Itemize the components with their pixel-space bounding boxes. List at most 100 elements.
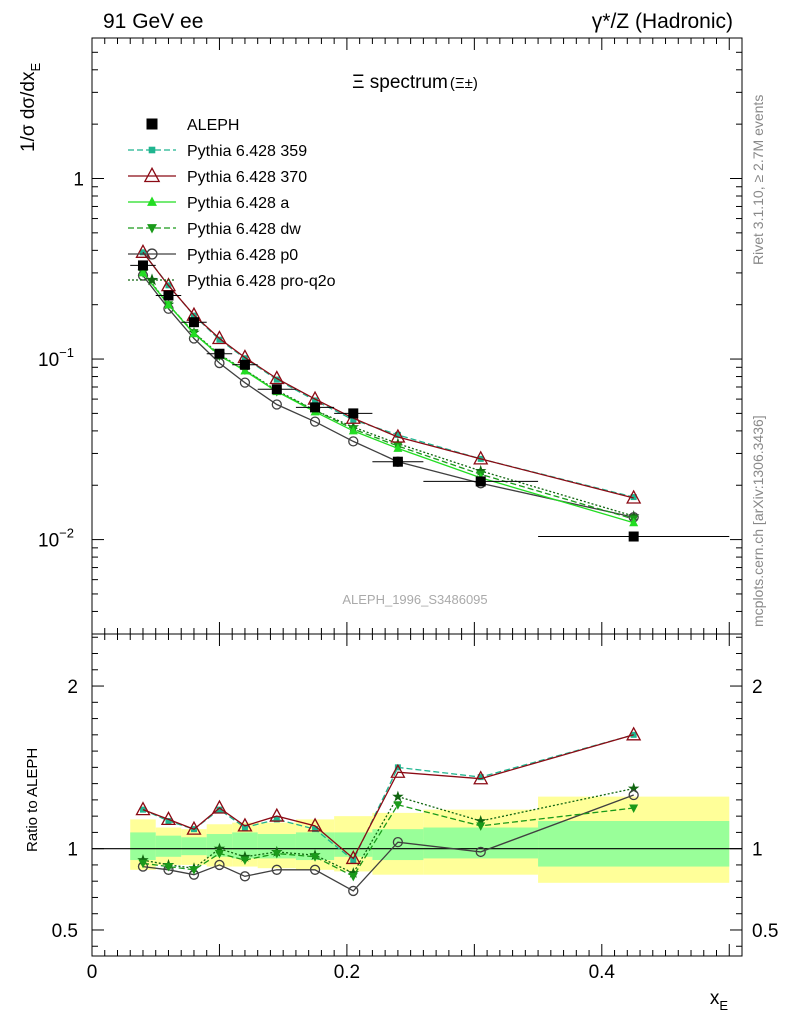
data-point: [628, 510, 640, 521]
ratio-band-inner: [334, 832, 373, 857]
legend-label-6: Pythia 6.428 pro-q2o: [187, 273, 336, 290]
ratio-point: [163, 863, 173, 872]
legend-marker-2: [143, 166, 161, 183]
ratio-point: [628, 789, 639, 801]
data-point: [240, 365, 250, 375]
data-point: [626, 489, 642, 504]
y-tick-label: 10−2: [38, 526, 74, 552]
ratio-point: [476, 822, 486, 831]
ratio-y-tick-label-right: 1: [752, 840, 763, 861]
data-point: [348, 436, 359, 447]
ratio-point: [241, 824, 248, 831]
ratio-band-inner: [181, 837, 207, 856]
legend-label-0: ALEPH: [187, 117, 239, 134]
main-panel: 1 10−1 10−2 Ξ spectrum (Ξ±) ALEPH_1996_S348…: [18, 37, 743, 635]
legend-marker-4: [147, 224, 157, 234]
x-tick-label: 0: [87, 962, 98, 983]
data-point: [189, 328, 199, 338]
ratio-point: [477, 774, 484, 781]
legend-label-3: Pythia 6.428 a: [187, 195, 289, 212]
data-point: [239, 359, 250, 370]
ratio-point: [473, 770, 489, 785]
ratio-point: [271, 864, 282, 875]
ratio-point: [475, 846, 486, 858]
header-right-title: γ*/Z (Hadronic): [592, 10, 733, 33]
ratio-point: [135, 801, 151, 816]
ratio-plot-frame: [91, 633, 743, 957]
ratio-point: [310, 853, 320, 862]
series-line-4: [142, 272, 634, 520]
ratio-point: [272, 850, 282, 859]
ratio-point: [160, 811, 177, 826]
data-point: [394, 431, 401, 438]
data-point: [390, 428, 406, 443]
data-point: [216, 336, 223, 343]
data-point: [348, 408, 359, 419]
ratio-point: [392, 790, 404, 802]
data-point: [309, 416, 321, 427]
ratio-point: [475, 815, 487, 826]
ratio-point: [348, 885, 359, 897]
series-line-5: [142, 275, 634, 518]
ratio-y-tick-label: 2: [67, 677, 78, 698]
main-y-axis-label-sub: E: [28, 63, 43, 72]
data-point: [214, 348, 225, 359]
legend-label-2: Pythia 6.428 370: [187, 169, 307, 186]
data-point: [310, 402, 321, 413]
ratio-line-1: [142, 734, 634, 860]
ratio-point: [345, 850, 361, 865]
data-point: [475, 464, 487, 476]
ratio-point: [350, 857, 357, 864]
data-point: [348, 425, 358, 435]
data-point: [475, 476, 486, 487]
main-title-suffix: (Ξ±): [450, 75, 478, 92]
header-left-title: 91 GeV ee: [103, 10, 203, 33]
ratio-band-inner: [155, 835, 182, 857]
ratio-point: [189, 866, 199, 875]
ratio-y-tick-label-right: 0.5: [752, 921, 778, 942]
data-point: [211, 330, 228, 345]
ratio-point: [629, 804, 639, 814]
ratio-point: [165, 818, 172, 825]
ratio-band-inner: [423, 827, 539, 859]
ratio-point: [214, 859, 225, 871]
data-point: [269, 370, 285, 385]
series-line-3: [142, 272, 634, 524]
data-point: [137, 260, 148, 271]
ratio-panel: 2 2 1 1 0.5 0.5 0 0.2 0.4 Ratio to ALEPH xE: [24, 633, 778, 1013]
legend: ALEPH Pythia 6.428 359 Pythia 6.428 370 Pyt…: [128, 117, 336, 290]
ratio-point: [626, 726, 642, 741]
data-point: [273, 376, 280, 383]
ratio-point: [628, 782, 640, 794]
ratio-point: [307, 817, 323, 832]
legend-marker-5: [146, 248, 158, 260]
ratio-point: [237, 817, 253, 832]
ratio-point: [269, 807, 285, 822]
ratio-point: [186, 820, 202, 835]
series-line-2: [142, 251, 634, 499]
x-tick-label: 0.4: [589, 962, 616, 983]
data-point: [629, 517, 639, 527]
x-axis-label-sub: E: [719, 998, 728, 1013]
legend-marker-0: [146, 118, 158, 130]
x-axis-label: xE: [710, 988, 729, 1013]
legend-marker-1: [148, 146, 156, 154]
ratio-point: [138, 859, 148, 869]
legend-marker-6: [145, 273, 159, 286]
legend-marker-3: [147, 196, 157, 206]
ratio-point: [139, 806, 146, 813]
ratio-point: [216, 806, 223, 813]
ratio-y-tick-label: 0.5: [52, 921, 78, 942]
data-point: [393, 443, 403, 452]
ratio-point: [392, 837, 404, 848]
ratio-line-5: [142, 787, 634, 874]
main-title: Ξ spectrum (Ξ±): [352, 72, 478, 93]
data-point: [163, 290, 174, 301]
data-point: [271, 384, 282, 395]
data-point: [188, 317, 199, 328]
data-point: [630, 494, 637, 501]
data-point: [271, 399, 282, 410]
ratio-point: [347, 867, 359, 878]
x-tick-label: 0.2: [334, 962, 360, 983]
ratio-point: [348, 872, 358, 882]
